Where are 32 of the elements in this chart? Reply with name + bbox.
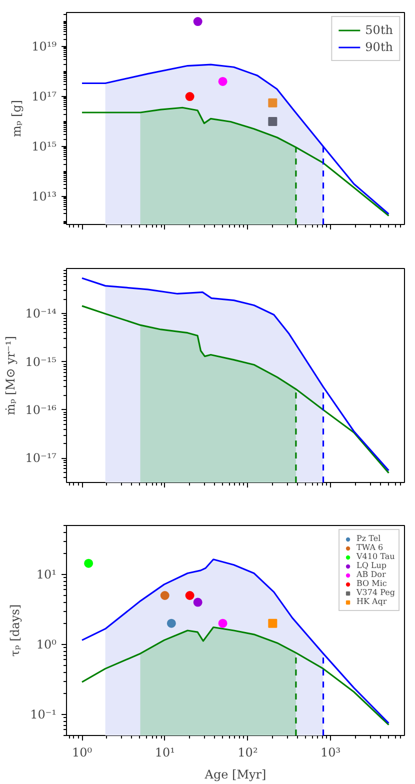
y-tick-label: 10¹⁹ [32, 40, 57, 54]
legend-label: 90th [365, 40, 393, 54]
y-tick-label: 10⁰ [36, 637, 57, 652]
y-tick-label: 10¹⁷ [32, 90, 57, 104]
legend-label: V410 Tau [356, 552, 395, 561]
x-axis-title: Age [Myr] [204, 768, 266, 782]
x-tick-label: 10⁰ [72, 746, 92, 760]
legend-label: LQ Lup [356, 561, 387, 570]
legend-label: BO Mic [356, 579, 387, 588]
point [268, 98, 278, 108]
x-tick-label: 10¹ [154, 746, 175, 760]
y-tick-label: 10⁻¹ [30, 707, 57, 722]
legend-label: AB Dor [356, 570, 386, 579]
y-axis-title: mₚ [g] [10, 100, 24, 138]
legend-label: Pz Tel [356, 534, 381, 543]
x-tick-label: 10³ [320, 746, 341, 760]
legend-label: TWA 6 [356, 543, 384, 552]
x-tick-label: 10² [238, 746, 258, 760]
y-tick-label: 10¹³ [32, 190, 57, 204]
point [268, 117, 278, 126]
legend-label: HK Aqr [356, 597, 387, 606]
legend-label: 50th [365, 23, 393, 37]
y-tick-label: 10⁻¹⁵ [25, 354, 57, 369]
y-tick-label: 10⁻¹⁷ [25, 451, 57, 466]
y-tick-label: 10¹ [36, 567, 57, 582]
point [193, 17, 202, 26]
legend-label: V374 Peg [356, 588, 395, 597]
y-tick-label: 10⁻¹⁶ [25, 402, 57, 417]
y-axis-title: τₚ [days] [8, 604, 22, 657]
y-axis-title: ṁₚ [M⊙ yr⁻¹] [3, 336, 18, 416]
y-tick-label: 10⁻¹⁴ [25, 306, 57, 321]
y-tick-label: 10¹⁵ [32, 140, 57, 154]
